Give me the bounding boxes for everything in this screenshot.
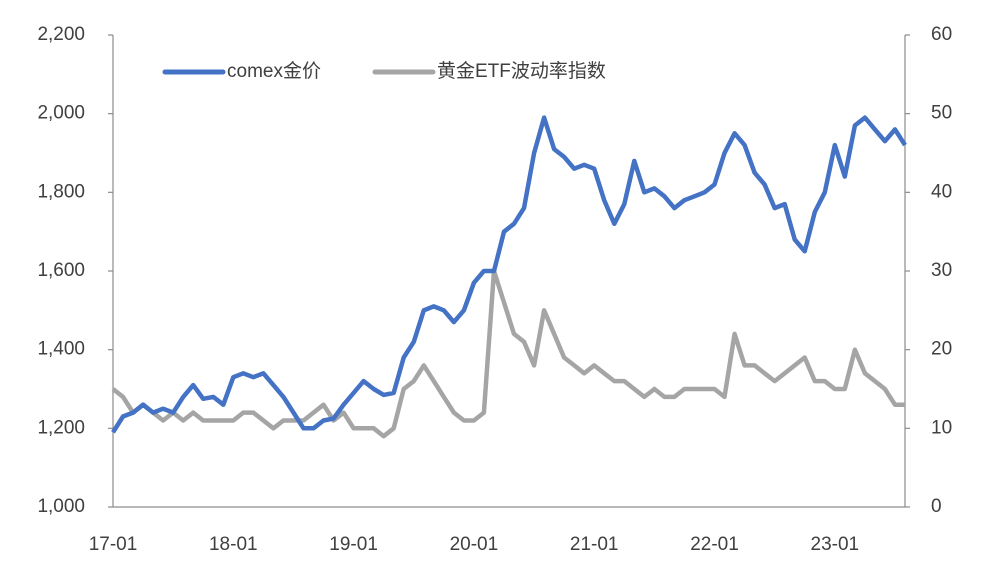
y2-tick-label: 60: [931, 24, 952, 45]
y-tick-label: 1,800: [37, 181, 85, 202]
x-tick-label: 19-01: [329, 534, 378, 555]
y-tick-label: 2,200: [37, 24, 85, 45]
y2-tick-label: 10: [931, 417, 952, 438]
y2-tick-label: 40: [931, 181, 952, 202]
y-tick-label: 1,600: [37, 260, 85, 281]
y-tick-label: 2,000: [37, 103, 85, 124]
data-line: [111, 115, 907, 434]
x-tick-label: 21-01: [570, 534, 619, 555]
y2-tick-label: 20: [931, 339, 952, 360]
x-tick-label: 18-01: [209, 534, 258, 555]
y-tick-label: 1,400: [37, 339, 85, 360]
x-tick-label: 23-01: [811, 534, 860, 555]
x-tick-label: 20-01: [450, 534, 499, 555]
legend-label: 黄金ETF波动率指数: [437, 60, 606, 82]
legend-label: comex金价: [227, 60, 321, 82]
y-tick-label: 1,000: [37, 496, 85, 517]
data-line: [111, 268, 905, 439]
x-tick-label: 22-01: [690, 534, 739, 555]
y2-tick-label: 0: [931, 496, 942, 517]
y2-tick-label: 30: [931, 260, 952, 281]
y-tick-label: 1,200: [37, 417, 85, 438]
y2-tick-label: 50: [931, 103, 952, 124]
x-tick-label: 17-01: [89, 534, 138, 555]
